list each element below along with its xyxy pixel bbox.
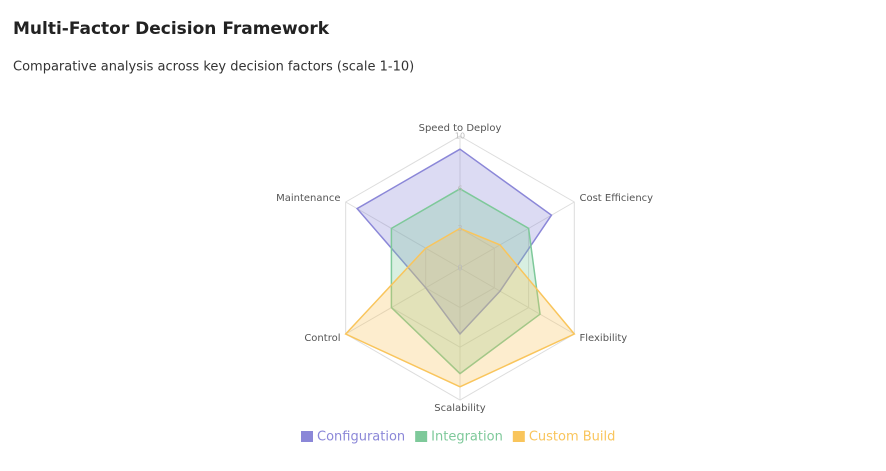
legend-swatch (415, 431, 428, 442)
axis-label: Maintenance (276, 193, 340, 204)
chart-title: Multi-Factor Decision Framework (13, 19, 330, 39)
axis-label: Control (304, 333, 340, 344)
axis-spoke (459, 267, 575, 335)
legend-label: Configuration (317, 430, 405, 445)
axis-spoke (345, 201, 461, 269)
legend-swatch (301, 431, 313, 442)
series-area (355, 148, 553, 336)
axis-label: Speed to Deploy (419, 123, 502, 134)
axis-label: Scalability (434, 403, 485, 414)
tick-label: 0 (457, 264, 462, 273)
legend: Configuration Integration Custom Build (301, 430, 615, 445)
axis-label: Flexibility (580, 333, 628, 344)
legend-label: Integration (431, 430, 503, 445)
series-area (344, 227, 576, 388)
tick-label: 6 (457, 184, 462, 193)
chart-subtitle: Comparative analysis across key decision… (13, 60, 414, 75)
legend-label: Custom Build (529, 430, 616, 445)
tick-label: 3 (457, 224, 462, 233)
legend-swatch (512, 431, 525, 442)
axis-spoke (459, 201, 575, 269)
axis-label: Cost Efficiency (580, 193, 654, 204)
series-area (390, 187, 541, 375)
axis-spoke (345, 267, 461, 335)
tick-label: 10 (455, 132, 465, 141)
